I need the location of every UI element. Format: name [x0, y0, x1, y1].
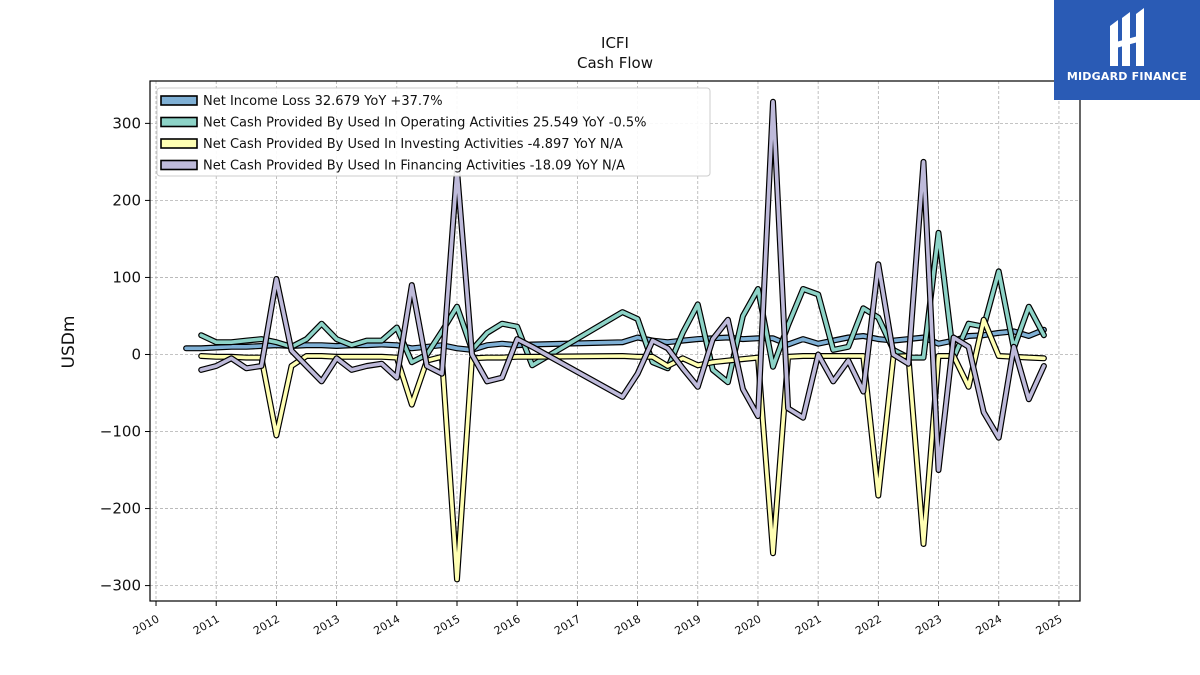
series-lines [183, 98, 1047, 583]
chart-subtitle: Cash Flow [577, 54, 653, 72]
plot-frame [149, 80, 1081, 602]
brand-name: MIDGARD FINANCE [1066, 70, 1188, 83]
x-tick-label: 2015 [432, 612, 463, 637]
y-tick-label: 200 [112, 191, 141, 209]
legend-swatch [160, 95, 198, 106]
x-tick-label: 2021 [793, 612, 824, 637]
x-tick-label: 2022 [853, 612, 884, 637]
legend-entry: Net Cash Provided By Used In Financing A… [203, 159, 625, 174]
x-tick-label: 2010 [131, 612, 162, 637]
legend-swatch [160, 138, 198, 149]
series-line-2 [199, 231, 1046, 385]
y-tick-label: −200 [100, 500, 141, 518]
y-tick-label: −300 [100, 577, 141, 595]
legend-swatch [160, 159, 198, 171]
y-axis-label: USDm [59, 316, 79, 369]
legend-entry: Net Cash Provided By Used In Investing A… [203, 137, 623, 152]
y-tick-label: 100 [112, 268, 141, 286]
x-tick-label: 2012 [251, 612, 282, 637]
legend-entry: Net Income Loss 32.679 YoY +37.7% [203, 94, 443, 109]
series-line-4 [199, 100, 1046, 472]
legend-entry: Net Cash Provided By Used In Operating A… [203, 116, 646, 131]
x-tick-label: 2011 [191, 612, 222, 637]
y-tick-label: 0 [131, 345, 141, 363]
x-tick-label: 2020 [733, 612, 764, 637]
series-line-3 [199, 317, 1046, 582]
x-tick-label: 2019 [673, 612, 704, 637]
x-tick-label: 2013 [311, 612, 342, 637]
x-tick-label: 2016 [492, 612, 523, 637]
x-tick-label: 2023 [913, 612, 944, 637]
x-tick-label: 2014 [372, 612, 403, 637]
legend: Net Income Loss 32.679 YoY +37.7% Net Cas… [156, 87, 711, 177]
x-tick-label: 2017 [552, 612, 583, 637]
legend-swatch [160, 116, 198, 128]
legend-box [156, 87, 711, 177]
y-tick-label: −100 [100, 423, 141, 441]
x-tick-label: 2018 [612, 612, 643, 637]
midgard-logo-icon [1110, 8, 1144, 66]
brand-logo: MIDGARD FINANCE [1054, 0, 1200, 100]
x-tick-label: 2025 [1034, 612, 1065, 637]
y-tick-label: 300 [112, 114, 141, 132]
x-tick-label: 2024 [973, 612, 1004, 637]
chart-title: ICFI [601, 34, 629, 52]
